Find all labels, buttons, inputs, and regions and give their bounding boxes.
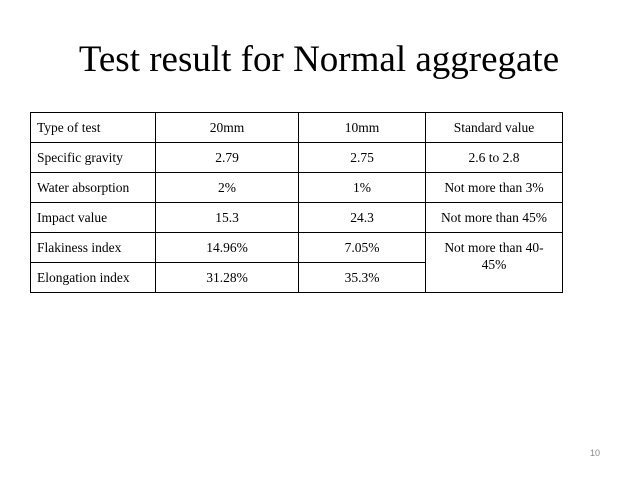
results-table: Type of test 20mm 10mm Standard value Sp… [30, 112, 563, 293]
table-cell: 31.28% [155, 262, 299, 293]
table-cell: 7.05% [298, 232, 426, 263]
table-cell: 1% [298, 172, 426, 203]
table-cell: Flakiness index [30, 232, 156, 263]
table-row: Impact value 15.3 24.3 Not more than 45% [30, 202, 563, 233]
table-row: Water absorption 2% 1% Not more than 3% [30, 172, 563, 203]
header-cell: 10mm [298, 112, 426, 143]
table-cell: 2.79 [155, 142, 299, 173]
table-cell: 14.96% [155, 232, 299, 263]
table-cell: 15.3 [155, 202, 299, 233]
table-row: Flakiness index 14.96% 7.05% Not more th… [30, 232, 563, 293]
table-row: Type of test 20mm 10mm Standard value [30, 112, 563, 143]
table-cell: 35.3% [298, 262, 426, 293]
page-number: 10 [589, 448, 600, 458]
table-cell: Impact value [30, 202, 156, 233]
header-cell: Type of test [30, 112, 156, 143]
table-cell: 24.3 [298, 202, 426, 233]
table-cell: Not more than 40-45% [425, 232, 563, 293]
table-cell: 2% [155, 172, 299, 203]
slide-title: Test result for Normal aggregate [78, 39, 560, 80]
table-cell: 2.6 to 2.8 [425, 142, 563, 173]
table-cell: Water absorption [30, 172, 156, 203]
table-row: Specific gravity 2.79 2.75 2.6 to 2.8 [30, 142, 563, 173]
table-cell: 2.75 [298, 142, 426, 173]
table-row: Elongation index 31.28% 35.3% [30, 262, 563, 293]
table-cell: Not more than 3% [425, 172, 563, 203]
table-cell: Not more than 45% [425, 202, 563, 233]
table-cell: Elongation index [30, 262, 156, 293]
header-cell: Standard value [425, 112, 563, 143]
header-cell: 20mm [155, 112, 299, 143]
table-cell: Specific gravity [30, 142, 156, 173]
